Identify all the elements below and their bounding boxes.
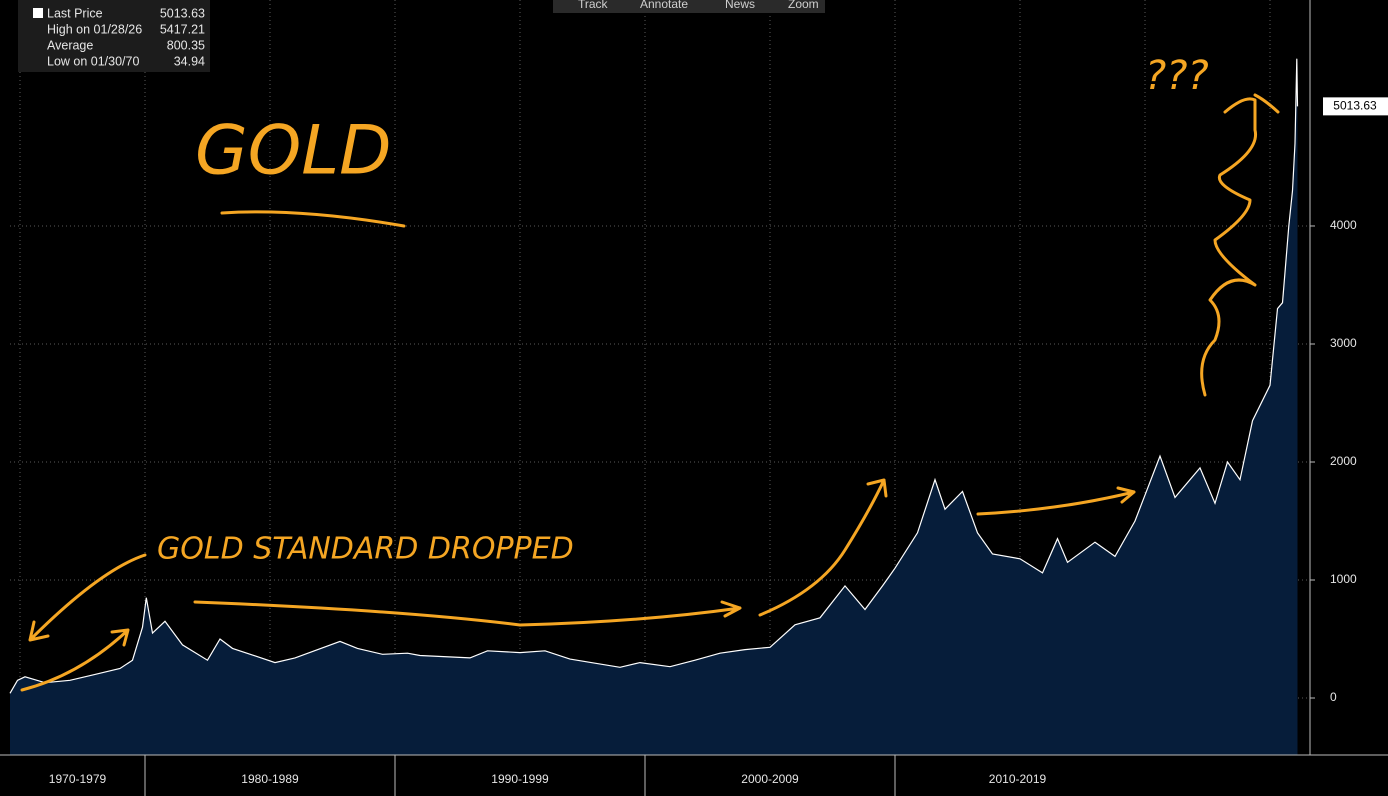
line	[9, 58, 1299, 694]
x-tick-label: 1980-1989	[241, 772, 299, 786]
legend-box	[18, 0, 210, 72]
annotation: ???	[1145, 53, 1209, 99]
legend-swatch	[33, 8, 43, 18]
toolbar-button[interactable]: Track	[578, 0, 609, 11]
annotation: GOLD STANDARD DROPPED	[157, 532, 574, 567]
arrow	[28, 553, 147, 642]
legend-label: High on 01/28/26	[47, 22, 142, 36]
x-tick-label: 1990-1999	[491, 772, 549, 786]
scribble	[1200, 93, 1280, 397]
toolbar-button[interactable]: News	[725, 0, 755, 11]
legend-value: 34.94	[174, 54, 205, 68]
toolbar-button[interactable]: Annotate	[640, 0, 688, 11]
x-tick-label: 2000-2009	[741, 772, 799, 786]
last-price-flag	[1323, 97, 1388, 116]
annotations: GOLD GOLD STANDARD DROPPED ???	[20, 53, 1280, 692]
legend-value: 800.35	[167, 38, 205, 52]
toolbar-button[interactable]: Zoom	[788, 0, 819, 11]
legend: Last Price 5013.63 High on 01/28/26 5417.21…	[47, 6, 205, 68]
last-price-label: 5013.63	[1333, 99, 1377, 113]
x-tick-label: 1970-1979	[49, 772, 107, 786]
y-tick-label: 3000	[1330, 336, 1357, 350]
y-tick-label: 4000	[1330, 218, 1357, 232]
arrow	[976, 486, 1136, 516]
legend-label: Average	[47, 38, 93, 52]
y-tick-label: 0	[1330, 690, 1337, 704]
arrow	[20, 628, 130, 692]
underline	[220, 210, 406, 228]
legend-label: Last Price	[47, 6, 103, 20]
arrow	[758, 478, 888, 617]
y-tick-label: 1000	[1330, 572, 1357, 586]
legend-value: 5013.63	[160, 6, 205, 20]
x-tick-label: 2010-2019	[989, 772, 1047, 786]
arrow	[193, 600, 742, 627]
legend-label: Low on 01/30/70	[47, 54, 139, 68]
y-tick-label: 2000	[1330, 454, 1357, 468]
toolbar-items: Track Annotate News Zoom	[578, 0, 819, 11]
toolbar	[553, 0, 825, 13]
area	[10, 58, 1298, 755]
legend-value: 5417.21	[160, 22, 205, 36]
annotation: GOLD	[195, 112, 391, 191]
